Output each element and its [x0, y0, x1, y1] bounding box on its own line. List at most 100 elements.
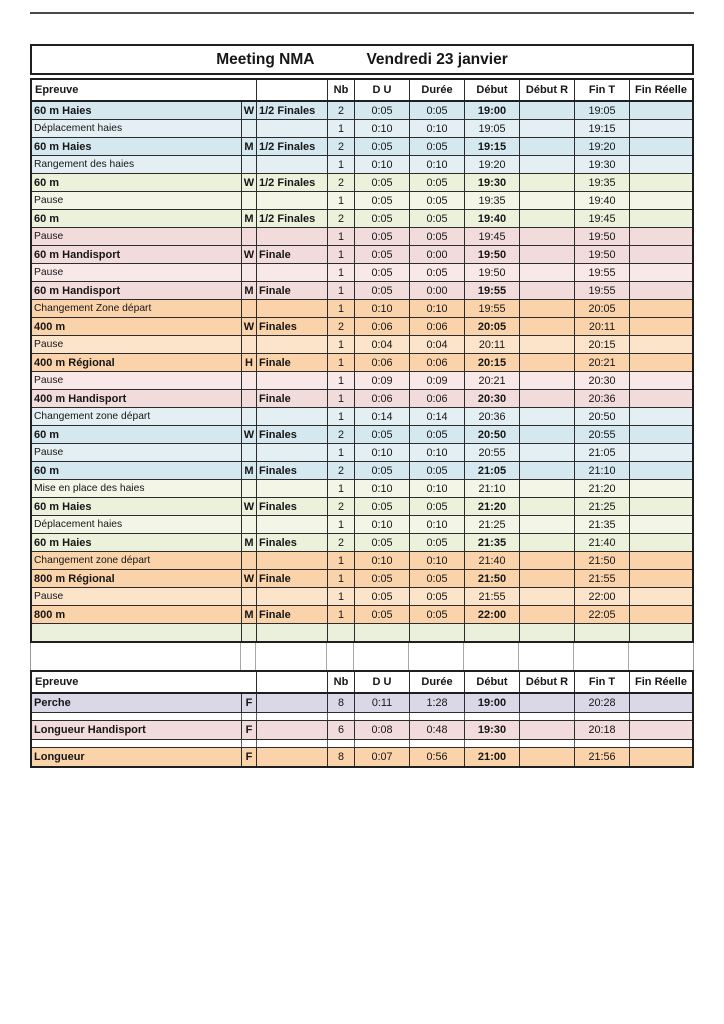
cell-gender	[242, 120, 257, 137]
cell-debut: 20:30	[465, 390, 520, 407]
cell-duree: 0:14	[410, 408, 465, 425]
cell-du: 0:05	[355, 282, 410, 299]
cell-gender	[242, 228, 257, 245]
cell-debut: 20:55	[465, 444, 520, 461]
table-row: 60 m M 1/2 Finales 2 0:05 0:05 19:40 19:45	[32, 210, 692, 228]
spacer-cell	[256, 643, 327, 670]
cell-fin-reelle	[630, 516, 692, 533]
cell-name: 60 m	[32, 426, 242, 443]
cell-fin-t: 19:40	[575, 192, 630, 209]
cell-gender	[242, 552, 257, 569]
cell-debut-r	[520, 588, 575, 605]
cell-fin-t	[575, 740, 630, 747]
cell-fin-t: 22:00	[575, 588, 630, 605]
cell-name: Rangement des haies	[32, 156, 242, 173]
cell-debut: 21:10	[465, 480, 520, 497]
cell-debut: 20:11	[465, 336, 520, 353]
cell-nb: 1	[328, 408, 355, 425]
table-row: 60 m W Finales 2 0:05 0:05 20:50 20:55	[32, 426, 692, 444]
cell-gender	[242, 264, 257, 281]
cell-round: Finale	[257, 390, 328, 407]
cell-fin-t	[575, 713, 630, 720]
cell-name	[32, 713, 242, 720]
cell-fin-reelle	[630, 426, 692, 443]
cell-nb: 2	[328, 426, 355, 443]
cell-duree: 0:10	[410, 552, 465, 569]
cell-round	[257, 264, 328, 281]
cell-duree: 0:05	[410, 174, 465, 191]
cell-name: 60 m Haies	[32, 138, 242, 155]
cell-round	[257, 300, 328, 317]
cell-debut-r	[520, 552, 575, 569]
cell-debut-r	[520, 156, 575, 173]
cell-round: 1/2 Finales	[257, 138, 328, 155]
cell-debut-r	[520, 748, 575, 766]
cell-name: 60 m Haies	[32, 498, 242, 515]
cell-debut: 20:36	[465, 408, 520, 425]
cell-gender: W	[242, 426, 257, 443]
cell-fin-t: 21:25	[575, 498, 630, 515]
cell-gender: W	[242, 498, 257, 515]
cell-fin-reelle	[630, 354, 692, 371]
cell-gender: W	[242, 174, 257, 191]
separator-row	[32, 713, 692, 720]
cell-debut-r	[520, 210, 575, 227]
cell-fin-t: 20:55	[575, 426, 630, 443]
cell-duree: 0:10	[410, 156, 465, 173]
cell-debut-r	[520, 138, 575, 155]
cell-debut-r	[520, 713, 575, 720]
cell-name: 800 m Régional	[32, 570, 242, 587]
spacer-cell	[241, 643, 256, 670]
table-row: 60 m Haies M 1/2 Finales 2 0:05 0:05 19:15 19:2…	[32, 138, 692, 156]
table-row: Pause 1 0:09 0:09 20:21 20:30	[32, 372, 692, 390]
cell-du: 0:05	[355, 606, 410, 623]
cell-gender	[242, 192, 257, 209]
cell-fin-reelle	[630, 498, 692, 515]
cell-du: 0:10	[355, 516, 410, 533]
cell-debut-r	[520, 740, 575, 747]
cell-duree: 0:05	[410, 192, 465, 209]
cell-fin-reelle	[630, 408, 692, 425]
cell-nb: 1	[328, 156, 355, 173]
cell-debut-r	[520, 372, 575, 389]
table1-header: Epreuve Nb D U Durée Début Début R Fin T…	[32, 80, 692, 102]
cell-fin-reelle	[630, 624, 692, 641]
cell-gender: F	[242, 748, 257, 766]
cell-duree: 0:05	[410, 102, 465, 119]
cell-fin-reelle	[630, 748, 692, 766]
table-row: 800 m M Finale 1 0:05 0:05 22:00 22:05	[32, 606, 692, 624]
cell-du: 0:14	[355, 408, 410, 425]
cell-round	[257, 372, 328, 389]
cell-fin-t: 21:05	[575, 444, 630, 461]
cell-nb: 1	[328, 192, 355, 209]
cell-fin-t: 20:50	[575, 408, 630, 425]
cell-debut: 19:20	[465, 156, 520, 173]
cell-round: 1/2 Finales	[257, 102, 328, 119]
cell-duree: 0:05	[410, 588, 465, 605]
cell-du	[355, 624, 410, 641]
spacer-cell	[574, 643, 629, 670]
cell-fin-reelle	[630, 210, 692, 227]
cell-name: Perche	[32, 694, 242, 712]
cell-debut-r	[520, 606, 575, 623]
col-debut-r: Début R	[520, 80, 575, 100]
col-round-spacer	[257, 80, 328, 100]
cell-gender	[242, 336, 257, 353]
cell-name: 800 m	[32, 606, 242, 623]
cell-debut: 20:05	[465, 318, 520, 335]
col-epreuve: Epreuve	[32, 80, 257, 100]
cell-fin-reelle	[630, 192, 692, 209]
cell-du: 0:05	[355, 228, 410, 245]
cell-nb	[328, 713, 355, 720]
cell-name: 400 m Handisport	[32, 390, 242, 407]
cell-debut-r	[520, 246, 575, 263]
table-row: 60 m Handisport W Finale 1 0:05 0:00 19:50 19:5…	[32, 246, 692, 264]
cell-gender	[242, 156, 257, 173]
empty-row	[32, 624, 692, 641]
cell-name: Mise en place des haies	[32, 480, 242, 497]
cell-name: Longueur	[32, 748, 242, 766]
cell-duree: 0:10	[410, 444, 465, 461]
cell-fin-reelle	[630, 336, 692, 353]
col-fin-reelle: Fin Réelle	[635, 84, 687, 96]
table-row: Longueur F 8 0:07 0:56 21:00 21:56	[32, 747, 692, 766]
